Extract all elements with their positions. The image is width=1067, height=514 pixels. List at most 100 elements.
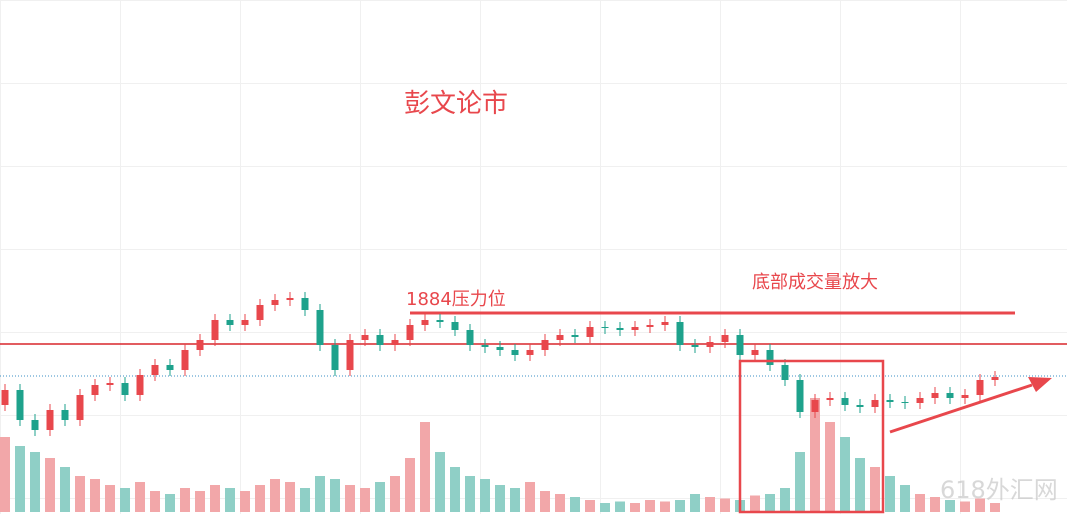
candle-body	[556, 335, 564, 340]
candle-body	[601, 327, 609, 328]
volume-bar	[405, 458, 415, 512]
candle-body	[736, 335, 744, 355]
candle-body	[211, 320, 219, 340]
volume-bar	[60, 467, 70, 512]
candle-body	[241, 320, 249, 325]
candle-body	[826, 398, 834, 400]
volume-bar	[255, 485, 265, 512]
candle-body	[946, 393, 954, 398]
candle-body	[16, 390, 24, 420]
volume-bar	[180, 488, 190, 512]
volume-bar	[345, 485, 355, 512]
candle-body	[901, 402, 909, 403]
volume-bar	[930, 497, 940, 512]
candle-body	[631, 327, 639, 330]
volume-bar	[330, 479, 340, 512]
volume-bar	[375, 482, 385, 512]
volume-bar	[75, 476, 85, 512]
volume-bar	[270, 479, 280, 512]
volume-bar	[690, 494, 700, 512]
volume-bar	[885, 476, 895, 512]
candle-body	[976, 380, 984, 395]
candle-body	[166, 365, 174, 370]
volume-bar	[630, 503, 640, 512]
candle-body	[871, 400, 879, 407]
candle-body	[91, 385, 99, 395]
volume-bar	[285, 482, 295, 512]
volume-bar	[900, 485, 910, 512]
volume-bar	[570, 497, 580, 512]
volume-bar	[465, 476, 475, 512]
volume-bar	[525, 482, 535, 512]
candle-body	[481, 345, 489, 347]
candle-body	[376, 335, 384, 345]
volume-bar	[195, 491, 205, 512]
volume-bar	[705, 497, 715, 512]
candle-body	[856, 405, 864, 407]
candle-body	[841, 398, 849, 405]
volume-bar	[750, 495, 760, 512]
watermark: 618外汇网	[940, 476, 1058, 504]
volume-bar	[975, 498, 985, 512]
volume-bar	[495, 485, 505, 512]
candle-body	[691, 345, 699, 347]
volume-bar	[585, 500, 595, 512]
volume-bar	[945, 500, 955, 512]
candle-body	[661, 322, 669, 325]
volume-bar	[90, 479, 100, 512]
volume-bar	[45, 458, 55, 512]
volume-bar	[120, 488, 130, 512]
candle-body	[916, 398, 924, 403]
candle-body	[436, 320, 444, 322]
volume-bar	[915, 494, 925, 512]
volume-bar	[840, 437, 850, 512]
volume-bar	[990, 503, 1000, 512]
candle-body	[151, 365, 159, 375]
candle-body	[106, 383, 114, 385]
volume-bar	[810, 398, 820, 512]
volume-bar	[675, 500, 685, 512]
volume-bar	[510, 488, 520, 512]
volume-bar	[15, 446, 25, 512]
volume-bar	[0, 437, 10, 512]
volume-bar	[240, 491, 250, 512]
volume-bar	[960, 501, 970, 512]
candle-body	[316, 310, 324, 345]
candle-body	[991, 377, 999, 380]
candle-body	[571, 335, 579, 337]
candle-body	[301, 298, 309, 310]
candle-body	[541, 340, 549, 350]
candle-body	[496, 347, 504, 350]
candle-body	[421, 320, 429, 325]
candle-body	[136, 375, 144, 395]
candle-body	[361, 335, 369, 340]
candle-body	[616, 328, 624, 330]
highlight-box	[738, 359, 885, 514]
volume-bar	[765, 494, 775, 512]
volume-bar	[420, 422, 430, 512]
volume-bar	[480, 479, 490, 512]
chart-title: 彭文论市	[404, 89, 508, 119]
volume-bar	[645, 500, 655, 512]
volume-bar	[105, 485, 115, 512]
volume-bar	[150, 491, 160, 512]
candle-body	[886, 400, 894, 402]
candle-body	[961, 395, 969, 398]
volume-bar	[720, 498, 730, 512]
candle-body	[586, 327, 594, 337]
candle-body	[196, 340, 204, 350]
candle-body	[346, 340, 354, 370]
volume-bar	[360, 488, 370, 512]
candle-body	[781, 365, 789, 380]
candle-body	[706, 342, 714, 347]
candle-body	[511, 350, 519, 355]
volume-bar	[780, 488, 790, 512]
arrow-head	[1028, 377, 1052, 392]
volume-bar	[600, 503, 610, 512]
annotation: 1884压力位	[406, 289, 506, 310]
volume-bar	[795, 452, 805, 512]
candle-body	[286, 298, 294, 300]
candle-body	[751, 350, 759, 355]
candle-body	[256, 305, 264, 320]
